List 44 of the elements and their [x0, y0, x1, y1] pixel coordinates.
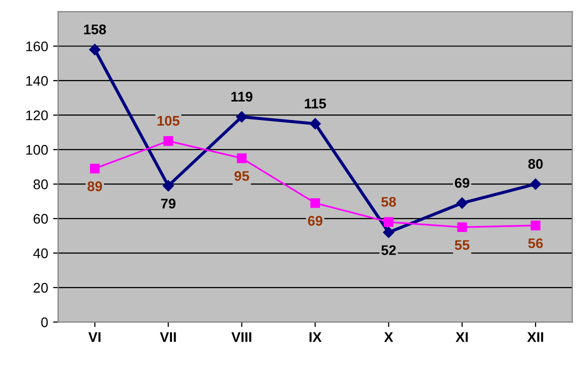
- data-label: 56: [528, 238, 543, 248]
- x-tick-label: VI: [88, 332, 100, 342]
- y-tick-label: 160: [26, 41, 48, 52]
- point: [236, 111, 248, 122]
- data-label: 158: [84, 24, 106, 34]
- data-label: 52: [381, 245, 396, 256]
- point: [383, 226, 394, 238]
- y-tick-label: 80: [34, 179, 48, 190]
- x-tick-label: XI: [456, 332, 468, 342]
- y-tick-label: 60: [34, 214, 48, 224]
- y-tick-label: 0: [41, 317, 48, 328]
- data-label: 80: [528, 159, 543, 169]
- point: [89, 44, 100, 56]
- data-label: 115: [304, 98, 326, 108]
- x-tick-label: VII: [160, 332, 176, 342]
- point: [236, 153, 247, 164]
- x-tick-label: VIII: [231, 332, 252, 342]
- x-tick-label: XII: [527, 332, 544, 342]
- point: [310, 198, 320, 208]
- point: [384, 217, 394, 227]
- y-tick-label: 40: [33, 248, 48, 258]
- x-tick-label: IX: [310, 332, 322, 342]
- data-label: 89: [88, 181, 102, 192]
- point: [163, 136, 174, 146]
- data-label: 69: [454, 178, 470, 188]
- data-label: 105: [158, 116, 180, 126]
- point: [162, 180, 174, 192]
- data-label: 79: [161, 198, 176, 209]
- point: [457, 222, 467, 232]
- data-label: 69: [308, 216, 322, 226]
- y-tick-label: 140: [26, 76, 48, 86]
- data-label: 55: [454, 240, 470, 250]
- y-tick-label: 20: [34, 282, 48, 293]
- x-tick-label: X: [384, 332, 394, 342]
- point: [530, 178, 542, 190]
- y-tick-label: 120: [26, 110, 48, 120]
- point: [90, 164, 100, 174]
- point: [456, 197, 468, 209]
- data-label: 119: [231, 92, 252, 102]
- data-label: 95: [234, 171, 250, 181]
- data-label: 58: [381, 196, 396, 207]
- point: [310, 118, 321, 130]
- y-tick-label: 100: [26, 144, 48, 155]
- point: [530, 220, 540, 230]
